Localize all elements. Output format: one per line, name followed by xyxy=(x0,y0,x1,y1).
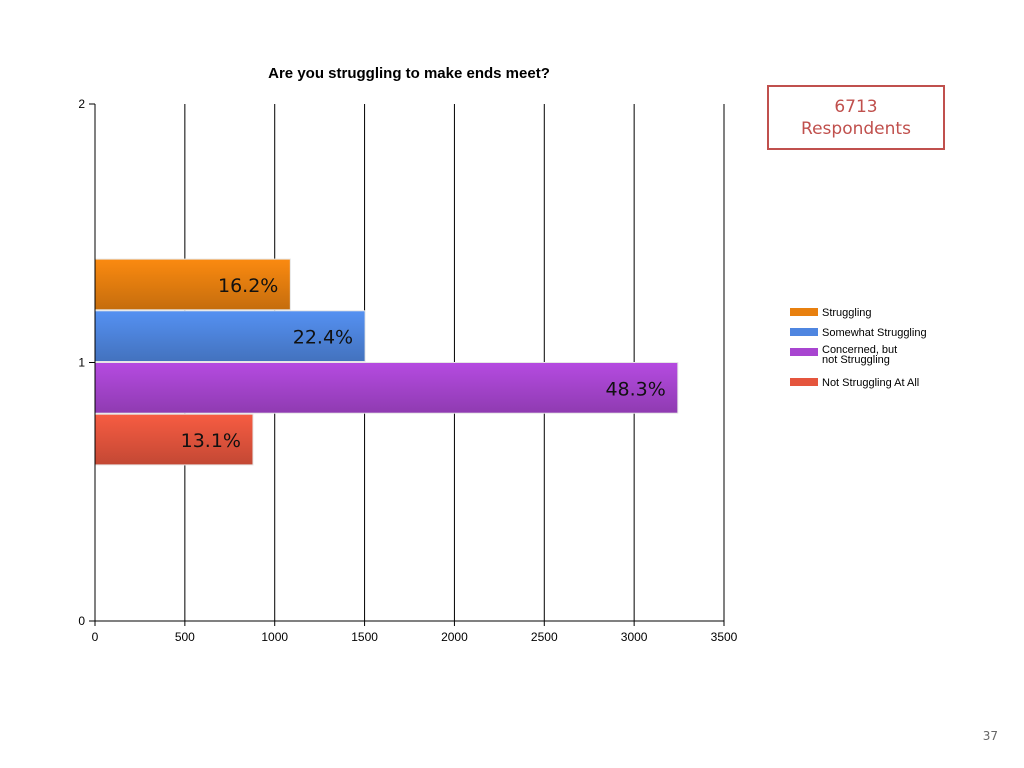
bar-3 xyxy=(94,413,254,466)
bar-label-0: 16.2% xyxy=(218,275,278,297)
legend-swatch-3 xyxy=(790,378,818,386)
bar-2 xyxy=(94,362,679,414)
y-tick-label: 1 xyxy=(78,356,85,370)
x-tick-label: 3500 xyxy=(711,630,738,644)
bar-0 xyxy=(94,258,291,311)
axes: 0 500 1000 1500 2000 2500 3000 3500 0 1 2 xyxy=(78,97,737,644)
legend-swatch-0 xyxy=(790,308,818,316)
legend-swatch-2 xyxy=(790,348,818,356)
legend-label-1: Somewhat Struggling xyxy=(822,327,927,339)
bar-label-3: 13.1% xyxy=(181,430,241,452)
respondents-callout: 6713 Respondents xyxy=(767,85,945,150)
bar-label-1: 22.4% xyxy=(293,327,353,349)
x-tick-label: 500 xyxy=(175,630,195,644)
legend-swatch-1 xyxy=(790,328,818,336)
y-tick-label: 2 xyxy=(78,97,85,111)
legend-label-0: Struggling xyxy=(822,307,872,319)
legend-label-2: Concerned, but not Struggling xyxy=(822,344,897,366)
x-tick-label: 0 xyxy=(92,630,99,644)
bar-1 xyxy=(94,310,366,362)
page-number: 37 xyxy=(982,729,998,743)
legend-label-3: Not Struggling At All xyxy=(822,377,919,389)
y-tick-label: 0 xyxy=(78,614,85,628)
x-tick-label: 2500 xyxy=(531,630,558,644)
bar-label-2: 48.3% xyxy=(605,378,665,400)
respondents-label: Respondents xyxy=(801,118,911,139)
x-tick-label: 1000 xyxy=(261,630,288,644)
legend: Struggling Somewhat Struggling Concerned, … xyxy=(790,307,927,389)
x-tick-label: 2000 xyxy=(441,630,468,644)
chart-title: Are you struggling to make ends meet? xyxy=(268,65,550,82)
respondents-count: 6713 xyxy=(834,96,878,117)
x-tick-label: 3000 xyxy=(621,630,648,644)
x-tick-label: 1500 xyxy=(351,630,378,644)
bars: 16.2% 22.4% 48.3% 13.1% xyxy=(94,258,679,466)
